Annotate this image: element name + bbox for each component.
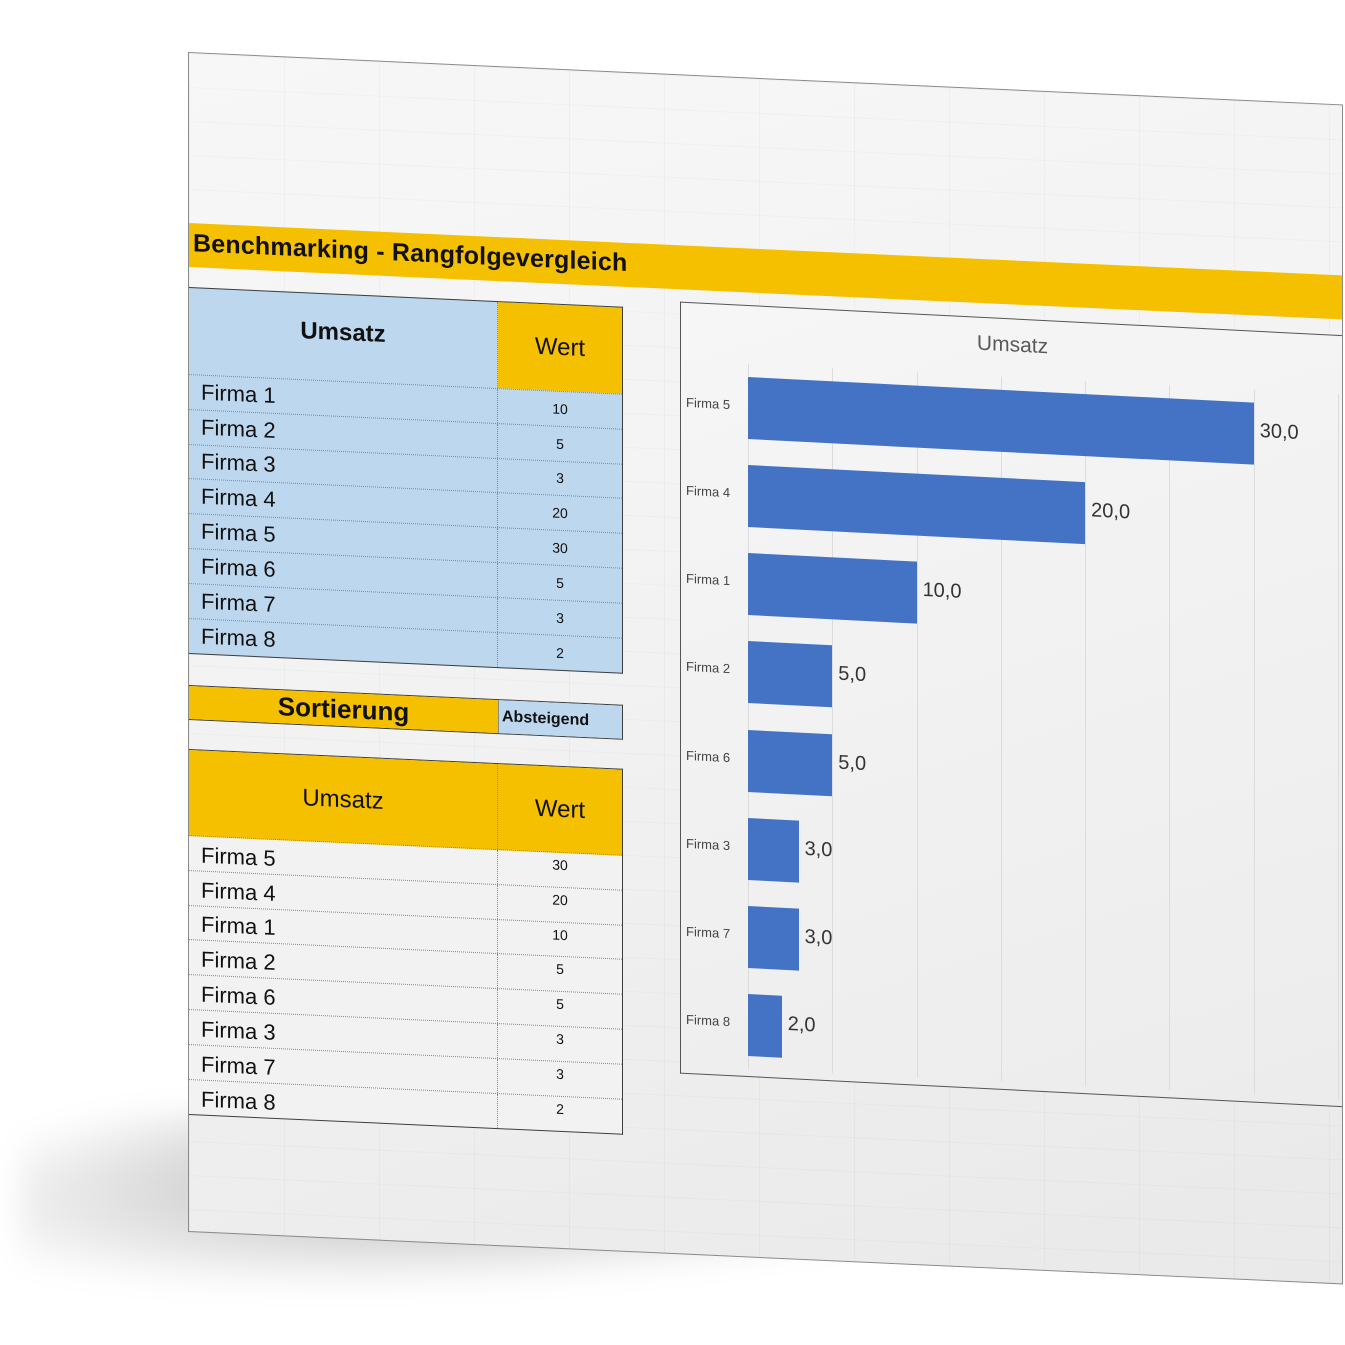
- sort-order-select[interactable]: Absteigend: [499, 700, 622, 739]
- bar-row: Firma 1 10,0: [686, 553, 1338, 645]
- value-cell[interactable]: 5: [556, 961, 564, 978]
- chart-plot-area: Firma 5 30,0 Firma 4 20,0 Firma 1 10,0 Firma 2…: [686, 364, 1339, 1099]
- bar-row: Firma 6 5,0: [686, 729, 1338, 822]
- value-cell[interactable]: 20: [552, 891, 568, 909]
- category-label: Firma 5: [686, 394, 731, 413]
- data-label: 5,0: [838, 751, 867, 775]
- bar[interactable]: [748, 905, 799, 971]
- data-label: 5,0: [838, 663, 867, 687]
- category-label: Firma 4: [686, 483, 731, 501]
- value-cell[interactable]: 10: [552, 926, 568, 943]
- value-cell[interactable]: 5: [556, 995, 564, 1013]
- bar[interactable]: [748, 729, 833, 796]
- value-cell[interactable]: 5: [556, 435, 564, 452]
- input-header-name: Umsatz: [189, 288, 498, 389]
- bar-row: Firma 8 2,0: [686, 993, 1338, 1086]
- value-cell[interactable]: 30: [552, 539, 568, 557]
- value-cell[interactable]: 10: [552, 400, 568, 418]
- spreadsheet-page: Benchmarking - Rangfolgevergleich Umsatz…: [188, 52, 1343, 1285]
- data-label: 3,0: [804, 837, 833, 862]
- value-cell[interactable]: 3: [556, 1030, 564, 1048]
- gridline: [1338, 393, 1339, 1099]
- value-cell[interactable]: 3: [556, 1065, 564, 1082]
- bar-chart[interactable]: Umsatz Firma 5 30,0 Firma 4 20,0 Firma 1 10,0…: [680, 301, 1343, 1108]
- data-label: 30,0: [1259, 420, 1299, 444]
- category-label: Firma 1: [686, 571, 731, 589]
- category-label: Firma 8: [686, 1011, 731, 1030]
- category-label: Firma 7: [686, 923, 731, 941]
- input-table: Umsatz Wert Firma 1 10 Firma 2 5 Firma 3 3 Fir…: [189, 287, 623, 675]
- data-label: 10,0: [922, 579, 962, 604]
- value-cell[interactable]: 2: [556, 644, 564, 662]
- bar[interactable]: [748, 465, 1086, 545]
- category-label: Firma 6: [686, 747, 731, 765]
- bar-row: Firma 3 3,0: [686, 817, 1338, 910]
- data-label: 2,0: [787, 1012, 816, 1037]
- value-cell[interactable]: 3: [556, 470, 564, 487]
- value-cell[interactable]: 20: [552, 504, 568, 522]
- bar[interactable]: [748, 641, 833, 708]
- bar[interactable]: [748, 553, 917, 624]
- bar-row: Firma 7 3,0: [686, 905, 1338, 998]
- value-cell[interactable]: 2: [556, 1100, 564, 1117]
- category-label: Firma 3: [686, 835, 731, 853]
- sorted-header-value: Wert: [534, 794, 586, 824]
- data-label: 20,0: [1091, 499, 1131, 524]
- bar[interactable]: [748, 377, 1254, 465]
- sorted-header-name: Umsatz: [189, 750, 498, 850]
- value-cell[interactable]: 5: [556, 574, 564, 591]
- bar-row: Firma 5 30,0: [686, 377, 1338, 469]
- bar[interactable]: [748, 817, 799, 883]
- value-cell[interactable]: 3: [556, 609, 564, 626]
- data-label: 3,0: [804, 925, 833, 950]
- category-label: Firma 2: [686, 659, 731, 677]
- value-cell[interactable]: 30: [552, 856, 568, 874]
- input-header-value: Wert: [498, 302, 622, 394]
- bar-row: Firma 4 20,0: [686, 465, 1338, 557]
- bar-row: Firma 2 5,0: [686, 641, 1338, 733]
- sorted-table: Umsatz Wert Firma 5 30 Firma 4 20 Firma 1 10 F…: [189, 749, 623, 1136]
- bar[interactable]: [748, 993, 782, 1058]
